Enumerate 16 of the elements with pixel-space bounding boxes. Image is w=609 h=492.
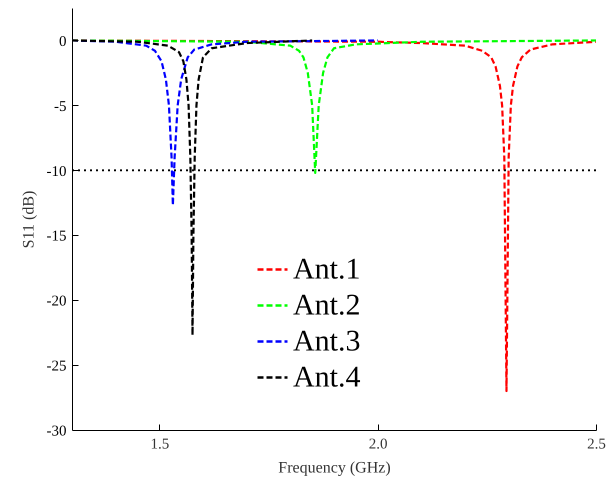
y-axis-title: S11 (dB) xyxy=(20,190,38,248)
y-tick-label: -20 xyxy=(46,294,66,310)
legend-label: Ant.4 xyxy=(293,360,360,394)
y-tick-label: -25 xyxy=(46,358,66,375)
y-tick-label: -15 xyxy=(46,228,66,245)
x-axis-title: Frequency (GHz) xyxy=(278,460,391,476)
y-tick-label: -5 xyxy=(54,98,66,115)
legend-label: Ant.3 xyxy=(293,324,360,358)
y-tick-label: -30 xyxy=(46,424,66,440)
y-tick-label: 0 xyxy=(59,34,66,50)
x-tick-label: 2.5 xyxy=(587,436,606,452)
x-tick-label: 1.5 xyxy=(150,436,170,452)
legend-label: Ant.1 xyxy=(293,252,360,286)
legend-label: Ant.2 xyxy=(293,288,360,322)
x-tick-label: 2.0 xyxy=(368,436,388,452)
y-tick-label: -10 xyxy=(46,164,66,180)
